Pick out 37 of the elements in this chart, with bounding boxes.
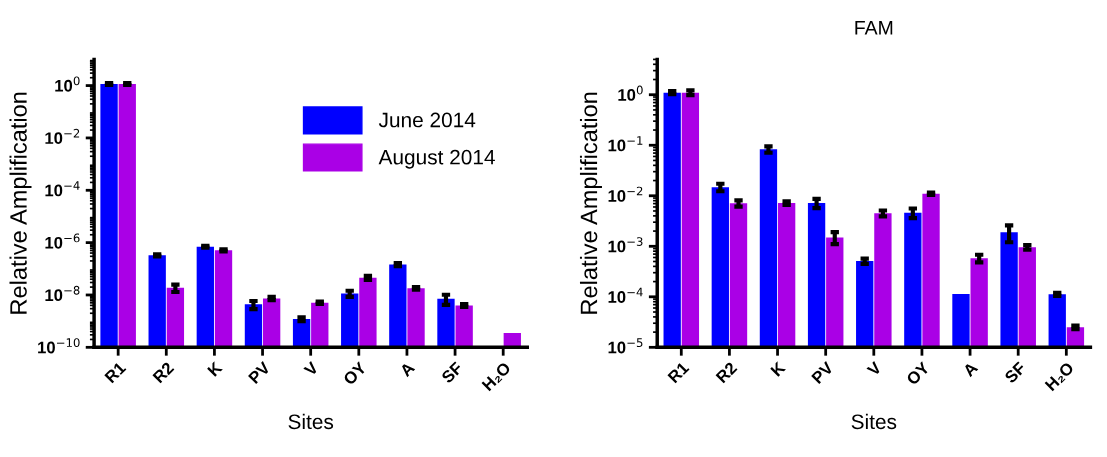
x-tick-label: R1 [667,361,690,384]
y-tick-label: 10$^{−5}$ [608,338,643,354]
x-tick-label: V [303,361,320,377]
y-tick-label: 10$^{−2}$ [45,128,80,145]
y-axis-title: Relative Amplification [579,92,602,314]
y-tick-label: 10$^{−1}$ [608,136,643,152]
y-tick-label: 10$^{−3}$ [608,237,643,253]
y-tick-label: 10$^{−4}$ [608,287,643,303]
x-tick-label: PV [811,361,835,384]
x-tick-label: PV [248,361,272,384]
y-tick-label: 10$^{0}$ [618,85,643,101]
x-tick-label: OY [342,361,368,386]
y-tick-label: 10$^{−2}$ [608,186,643,202]
x-tick-label: SF [1003,361,1027,384]
x-tick-label: R2 [715,361,738,384]
x-tick-label: K [770,361,786,377]
x-tick-label: R1 [104,361,127,384]
chart-title: FAM [855,21,893,35]
x-tick-label: OY [905,361,931,386]
x-tick-label: K [207,361,223,377]
x-axis-title: Sites [851,413,897,430]
x-tick-label: V [866,361,883,377]
x-tick-label: A [399,361,416,378]
x-axis-title: Sites [288,413,334,430]
x-tick-label: H₂O [1044,361,1075,392]
x-tick-label: SF [440,361,464,384]
y-tick-label: 10$^{−4}$ [45,181,80,197]
y-tick-label: 10$^{−8}$ [45,285,80,302]
legend-label: June 2014 [378,112,476,128]
x-tick-label: H₂O [481,361,512,392]
legend-label: August 2014 [378,149,495,169]
y-tick-label: 10$^{0}$ [55,76,80,92]
y-tick-label: 10$^{−6}$ [45,233,80,249]
y-tick-label: 10$^{−10}$ [38,338,80,354]
x-tick-label: R2 [152,361,175,384]
y-axis-title: Relative Amplification [9,92,32,314]
x-tick-label: A [962,361,979,378]
